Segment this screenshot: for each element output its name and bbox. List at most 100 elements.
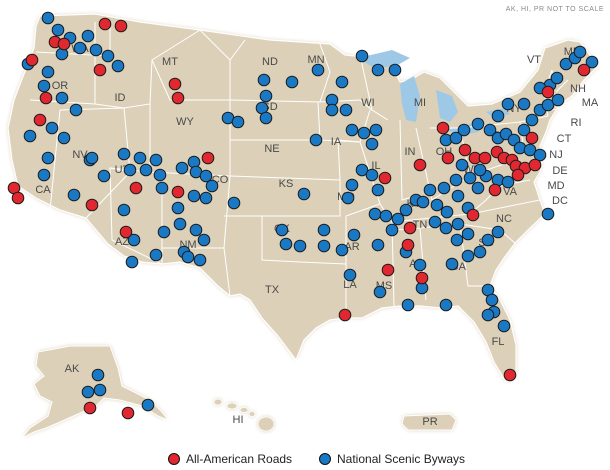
all-american-road-marker[interactable] <box>11 191 25 205</box>
all-american-road-marker[interactable] <box>413 158 427 172</box>
scenic-byway-marker[interactable] <box>335 243 349 257</box>
scenic-byway-marker[interactable] <box>149 153 163 167</box>
scenic-byway-marker[interactable] <box>491 225 505 239</box>
scenic-byway-marker[interactable] <box>149 248 163 262</box>
scenic-byway-marker[interactable] <box>259 111 273 125</box>
scenic-byway-marker[interactable] <box>85 151 99 165</box>
scenic-byway-marker[interactable] <box>461 249 475 263</box>
all-american-road-marker[interactable] <box>577 63 591 77</box>
scenic-byway-marker[interactable] <box>187 189 201 203</box>
all-american-road-marker[interactable] <box>541 85 555 99</box>
scenic-byway-marker[interactable] <box>517 123 531 137</box>
all-american-road-marker[interactable] <box>488 183 502 197</box>
scenic-byway-marker[interactable] <box>199 169 213 183</box>
scenic-byway-marker[interactable] <box>457 123 471 137</box>
scenic-byway-marker[interactable] <box>259 89 273 103</box>
all-american-road-marker[interactable] <box>466 208 480 222</box>
all-american-road-marker[interactable] <box>338 308 352 322</box>
scenic-byway-marker[interactable] <box>311 63 325 77</box>
scenic-byway-marker[interactable] <box>423 183 437 197</box>
all-american-road-marker[interactable] <box>525 131 539 145</box>
all-american-road-marker[interactable] <box>119 225 133 239</box>
all-american-road-marker[interactable] <box>114 19 128 33</box>
scenic-byway-marker[interactable] <box>339 103 353 117</box>
scenic-byway-marker[interactable] <box>501 97 515 111</box>
scenic-byway-marker[interactable] <box>365 168 379 182</box>
all-american-road-marker[interactable] <box>415 271 429 285</box>
scenic-byway-marker[interactable] <box>171 201 185 215</box>
all-american-road-marker[interactable] <box>33 113 47 127</box>
all-american-road-marker[interactable] <box>83 401 97 415</box>
scenic-byway-marker[interactable] <box>451 189 465 203</box>
scenic-byway-marker[interactable] <box>355 163 369 177</box>
scenic-byway-marker[interactable] <box>81 385 95 399</box>
all-american-road-marker[interactable] <box>378 171 392 185</box>
scenic-byway-marker[interactable] <box>413 258 427 272</box>
scenic-byway-marker[interactable] <box>335 75 349 89</box>
scenic-byway-marker[interactable] <box>317 239 331 253</box>
scenic-byway-marker[interactable] <box>117 147 131 161</box>
all-american-road-marker[interactable] <box>25 53 39 67</box>
scenic-byway-marker[interactable] <box>445 257 459 271</box>
all-american-road-marker[interactable] <box>129 181 143 195</box>
scenic-byway-marker[interactable] <box>197 233 211 247</box>
scenic-byway-marker[interactable] <box>471 117 485 131</box>
all-american-road-marker[interactable] <box>201 151 215 165</box>
scenic-byway-marker[interactable] <box>483 123 497 137</box>
all-american-road-marker[interactable] <box>168 77 182 91</box>
scenic-byway-marker[interactable] <box>141 398 155 412</box>
scenic-byway-marker[interactable] <box>485 293 499 307</box>
scenic-byway-marker[interactable] <box>559 57 573 71</box>
scenic-byway-marker[interactable] <box>541 207 555 221</box>
all-american-road-marker[interactable] <box>57 37 71 51</box>
all-american-road-marker[interactable] <box>401 238 415 252</box>
scenic-byway-marker[interactable] <box>450 233 464 247</box>
scenic-byway-marker[interactable] <box>73 41 87 55</box>
scenic-byway-marker[interactable] <box>51 23 65 37</box>
scenic-byway-marker[interactable] <box>473 245 487 259</box>
scenic-byway-marker[interactable] <box>525 113 539 127</box>
scenic-byway-marker[interactable] <box>455 158 469 172</box>
scenic-byway-marker[interactable] <box>461 227 475 241</box>
scenic-byway-marker[interactable] <box>293 239 307 253</box>
scenic-byway-marker[interactable] <box>533 148 547 162</box>
all-american-road-marker[interactable] <box>98 17 112 31</box>
scenic-byway-marker[interactable] <box>385 223 399 237</box>
scenic-byway-marker[interactable] <box>173 217 187 231</box>
scenic-byway-marker[interactable] <box>155 181 169 195</box>
all-american-road-marker[interactable] <box>436 121 450 135</box>
scenic-byway-marker[interactable] <box>317 223 331 237</box>
scenic-byway-marker[interactable] <box>471 181 485 195</box>
scenic-byway-marker[interactable] <box>347 228 361 242</box>
scenic-byway-marker[interactable] <box>343 268 357 282</box>
scenic-byway-marker[interactable] <box>227 196 241 210</box>
scenic-byway-marker[interactable] <box>57 131 71 145</box>
scenic-byway-marker[interactable] <box>67 188 81 202</box>
scenic-byway-marker[interactable] <box>41 151 55 165</box>
scenic-byway-marker[interactable] <box>388 63 402 77</box>
scenic-byway-marker[interactable] <box>111 59 125 73</box>
all-american-road-marker[interactable] <box>528 158 542 172</box>
all-american-road-marker[interactable] <box>381 263 395 277</box>
scenic-byway-marker[interactable] <box>369 123 383 137</box>
all-american-road-marker[interactable] <box>458 143 472 157</box>
all-american-road-marker[interactable] <box>403 221 417 235</box>
scenic-byway-marker[interactable] <box>371 63 385 77</box>
scenic-byway-marker[interactable] <box>257 73 271 87</box>
scenic-byway-marker[interactable] <box>430 198 444 212</box>
scenic-byway-marker[interactable] <box>473 163 487 177</box>
scenic-byway-marker[interactable] <box>440 205 454 219</box>
scenic-byway-marker[interactable] <box>89 43 103 57</box>
scenic-byway-marker[interactable] <box>449 131 463 145</box>
scenic-byway-marker[interactable] <box>585 55 599 69</box>
scenic-byway-marker[interactable] <box>371 183 385 197</box>
all-american-road-marker[interactable] <box>93 63 107 77</box>
all-american-road-marker[interactable] <box>441 151 455 165</box>
scenic-byway-marker[interactable] <box>357 126 371 140</box>
scenic-byway-marker[interactable] <box>123 163 137 177</box>
scenic-byway-marker[interactable] <box>205 179 219 193</box>
scenic-byway-marker[interactable] <box>45 121 59 135</box>
scenic-byway-marker[interactable] <box>341 191 355 205</box>
scenic-byway-marker[interactable] <box>416 195 430 209</box>
scenic-byway-marker[interactable] <box>373 285 387 299</box>
